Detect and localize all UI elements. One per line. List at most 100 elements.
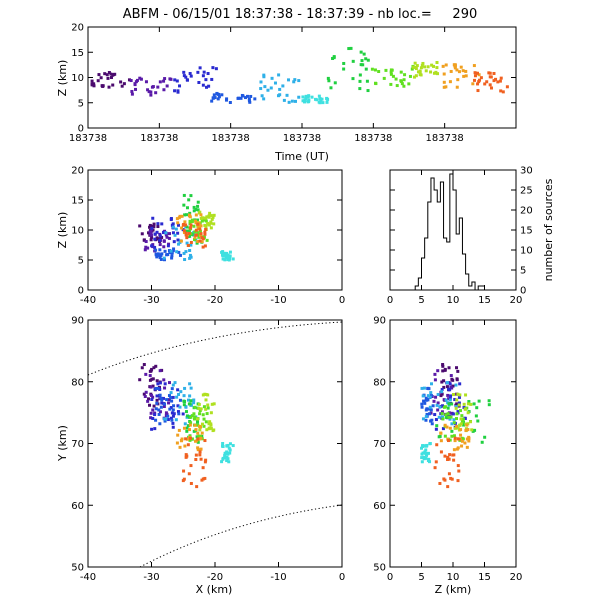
zy-point — [451, 384, 455, 388]
xz-point — [165, 253, 169, 257]
xz-point — [167, 236, 171, 240]
zy-point — [460, 439, 464, 443]
zy-point — [450, 477, 454, 481]
time-height-point — [442, 72, 446, 76]
plan-view-point — [153, 413, 157, 417]
plan-view-point — [149, 416, 153, 420]
zy-point — [446, 455, 450, 459]
xz-point — [184, 250, 188, 254]
time-height-point — [217, 95, 221, 99]
time-height-point — [162, 79, 166, 83]
time-height-point — [201, 83, 205, 87]
time-height-point — [287, 100, 291, 104]
zy-point — [436, 408, 440, 412]
time-height-z-label: Z (km) — [56, 60, 69, 97]
zy-point — [457, 437, 461, 441]
time-height-point — [349, 46, 353, 50]
plan-view-point — [225, 459, 229, 463]
zy-point — [453, 426, 457, 430]
plan-view-point — [184, 410, 188, 414]
zy-point — [452, 448, 456, 452]
zy-point — [466, 428, 470, 432]
xz-point — [172, 247, 176, 251]
xz-point — [211, 215, 215, 219]
xz-point — [196, 231, 200, 235]
xz-point — [170, 223, 174, 227]
plan-view-point — [153, 427, 157, 431]
plan-view-point — [152, 404, 156, 408]
xz-point — [155, 237, 159, 241]
zy-point — [451, 412, 455, 416]
zy-point — [435, 424, 439, 428]
time-height-y-tick-label: 5 — [78, 98, 84, 109]
zy-point — [422, 386, 426, 390]
zy-point — [450, 422, 454, 426]
xz-point — [189, 240, 193, 244]
zy-point — [444, 413, 448, 417]
plan-view-point — [169, 416, 173, 420]
xz-point — [186, 243, 190, 247]
xz-point — [223, 251, 227, 255]
xz-point — [205, 238, 209, 242]
time-height-point — [262, 73, 266, 77]
time-height-point — [307, 94, 311, 98]
plan-view-point — [206, 403, 210, 407]
plan-view-point — [177, 392, 181, 396]
xz-point — [188, 253, 192, 257]
time-height-point — [444, 63, 448, 67]
zy-point — [440, 390, 444, 394]
plan-view-point — [155, 401, 159, 405]
time-height-point — [351, 77, 355, 81]
time-height-point — [147, 90, 151, 94]
zy-point — [421, 451, 425, 455]
zy-point — [458, 382, 462, 386]
zy-point — [433, 372, 437, 376]
plan-view-point — [212, 402, 216, 406]
time-height-point — [225, 97, 229, 101]
time-height-point — [306, 100, 310, 104]
time-height-point — [457, 70, 461, 74]
plan-view-point — [200, 431, 204, 435]
plan-view-point — [201, 413, 205, 417]
plan-view-point — [207, 422, 211, 426]
zy-point — [441, 369, 445, 373]
time-height-point — [423, 65, 427, 69]
zy-point — [453, 439, 457, 443]
plan-view-point — [188, 402, 192, 406]
xz-point — [189, 255, 193, 259]
xz-point — [200, 240, 204, 244]
xz-point — [188, 234, 192, 238]
plan-view-y-label: Y (km) — [56, 425, 69, 462]
plan-view-point — [196, 446, 200, 450]
time-height-point — [198, 66, 202, 70]
xz-y-tick-label: 15 — [71, 196, 84, 207]
plan-view-point — [198, 453, 202, 457]
xz-point — [157, 253, 161, 257]
plan-view-point — [208, 420, 212, 424]
zy-point — [433, 413, 437, 417]
plan-view-point — [152, 366, 156, 370]
time-height-point — [214, 67, 218, 71]
xz-x-tick-label: -30 — [143, 295, 159, 306]
time-height-point — [407, 82, 411, 86]
time-height-point — [292, 80, 296, 84]
plan-view-point — [148, 374, 152, 378]
time-height-point — [293, 99, 297, 103]
zy-y-tick-label: 50 — [373, 563, 386, 574]
zy-x-tick-label: 0 — [387, 572, 393, 583]
xz-point — [162, 245, 166, 249]
time-height-point — [403, 73, 407, 77]
xz-point — [162, 256, 166, 260]
xz-point — [167, 242, 171, 246]
plan-view-point — [142, 363, 146, 367]
plan-view-point — [203, 460, 207, 464]
plan-view-point — [179, 439, 183, 443]
xz-point — [150, 235, 154, 239]
histogram-x-tick-label: 10 — [447, 295, 460, 306]
time-height-point — [389, 72, 393, 76]
xz-point — [204, 219, 208, 223]
time-height-point — [326, 76, 330, 80]
plan-view-point — [188, 394, 192, 398]
zy-point — [457, 469, 461, 473]
time-height-point — [370, 67, 374, 71]
